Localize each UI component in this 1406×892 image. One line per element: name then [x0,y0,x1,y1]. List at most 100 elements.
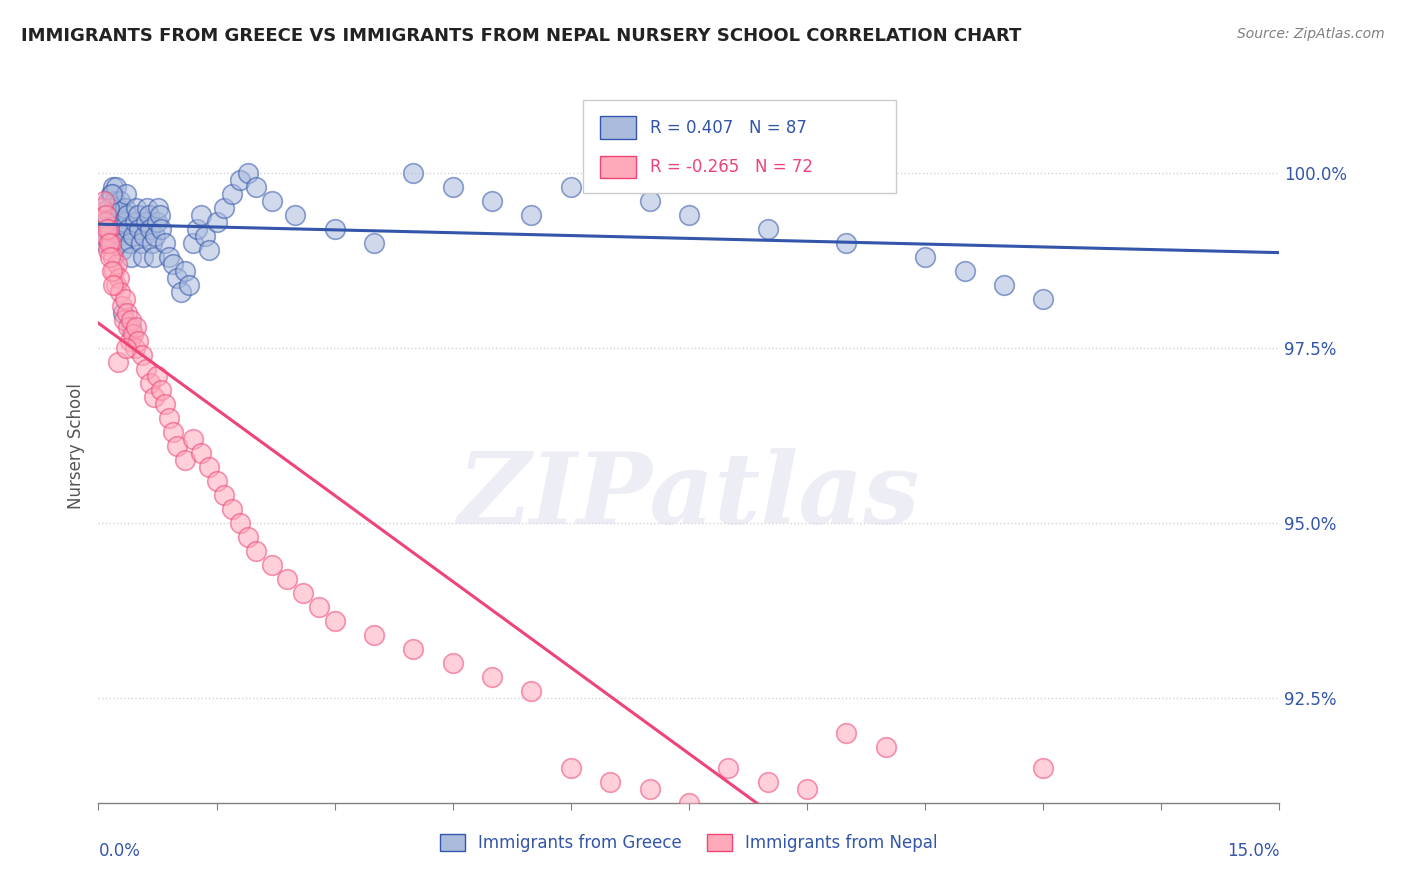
Point [114,292,136,306]
Point [135,215,157,229]
Point [205,474,228,488]
Point [129,236,152,251]
Point [127,334,149,348]
Point [308,599,330,614]
Point [103,201,125,215]
Point [236,166,259,180]
Point [717,761,740,775]
Point [292,586,315,600]
Point [104,278,127,293]
Point [105,257,128,271]
Point [155,397,177,411]
Point [481,670,503,684]
Point [121,313,143,327]
Point [214,201,236,215]
Point [221,502,243,516]
Point [112,215,135,229]
Point [138,208,160,222]
Point [197,243,219,257]
Point [599,774,621,789]
Point [122,229,145,244]
Point [124,215,146,229]
Point [1032,292,1054,306]
Point [110,236,132,251]
Point [323,222,346,236]
Point [121,250,143,264]
Point [157,411,180,425]
Text: R = -0.265   N = 72: R = -0.265 N = 72 [650,158,813,176]
Point [138,376,160,390]
Text: 15.0%: 15.0% [1227,842,1279,860]
Point [157,250,180,264]
Point [835,236,858,251]
Point [835,726,858,740]
Point [101,180,124,194]
Point [108,208,131,222]
Point [520,208,543,222]
Point [481,194,503,208]
Point [125,201,148,215]
Point [91,201,114,215]
Point [122,327,145,342]
Point [174,264,197,278]
Point [93,229,115,244]
Point [363,628,385,642]
Point [93,236,115,251]
Point [96,208,118,222]
Point [110,285,132,299]
Point [110,222,132,236]
Point [98,215,121,229]
Point [100,236,122,251]
Point [115,341,138,355]
Point [260,194,283,208]
Point [149,208,172,222]
Point [678,796,700,810]
Point [124,341,146,355]
Point [186,222,208,236]
Bar [600,155,636,178]
Point [96,215,118,229]
Point [139,222,162,236]
Point [125,320,148,334]
Point [150,383,173,397]
Point [97,201,120,215]
Point [97,236,120,251]
Point [142,390,165,404]
Point [115,306,138,320]
Point [117,222,139,236]
Point [115,187,138,202]
Point [166,271,188,285]
Point [221,187,243,202]
Point [520,684,543,698]
Point [108,271,131,285]
Point [132,229,155,244]
Point [111,243,134,257]
Text: 0.0%: 0.0% [98,842,141,860]
Point [128,222,150,236]
Y-axis label: Nursery School: Nursery School [66,383,84,509]
Point [98,250,121,264]
Point [170,285,193,299]
Point [190,446,212,460]
Point [245,544,267,558]
Point [229,516,252,530]
Point [145,215,167,229]
Point [181,236,204,251]
Point [108,194,131,208]
Point [323,614,346,628]
Point [166,439,188,453]
Point [177,278,200,293]
Point [155,236,177,251]
Point [190,208,212,222]
Point [993,278,1015,293]
Point [181,432,204,446]
Text: IMMIGRANTS FROM GREECE VS IMMIGRANTS FROM NEPAL NURSERY SCHOOL CORRELATION CHART: IMMIGRANTS FROM GREECE VS IMMIGRANTS FRO… [21,27,1022,45]
Point [638,781,661,796]
Point [111,299,134,313]
Point [441,656,464,670]
Point [402,166,425,180]
Point [103,278,125,293]
Text: ZIPatlas: ZIPatlas [458,448,920,544]
Point [363,236,385,251]
Point [111,306,134,320]
